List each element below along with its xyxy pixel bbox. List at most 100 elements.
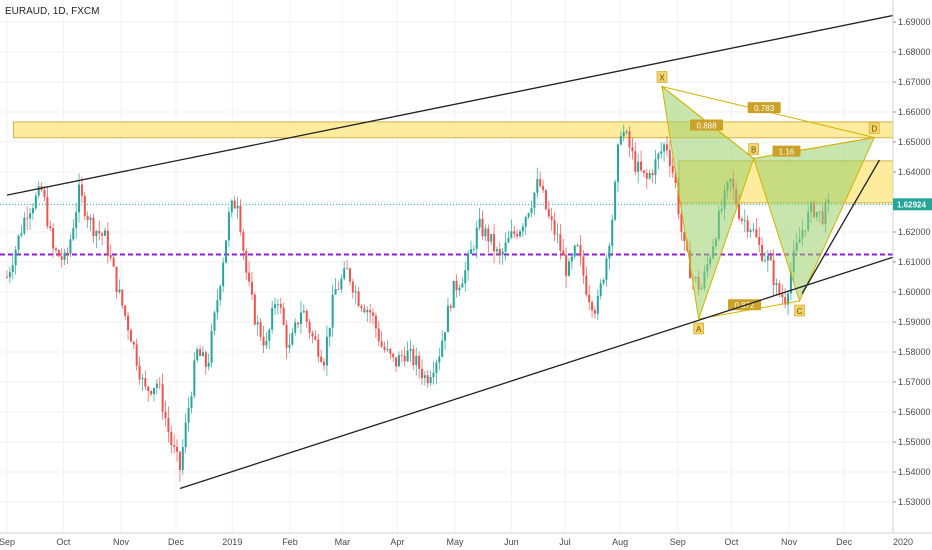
price-tick-label: 1.65000 <box>898 137 931 147</box>
candle-body <box>397 355 400 367</box>
candle-body <box>392 353 395 358</box>
candle-body <box>573 245 576 257</box>
candle-body <box>415 355 418 366</box>
time-axis-background[interactable] <box>0 533 932 550</box>
pattern-point-x <box>656 71 668 83</box>
candle-body <box>311 332 314 337</box>
candle-body <box>772 260 775 286</box>
candle-body <box>749 230 752 232</box>
time-tick-label: Jun <box>504 537 519 547</box>
reference-lines <box>0 203 893 256</box>
price-axis-background[interactable] <box>893 0 932 533</box>
candle-body <box>507 237 510 243</box>
time-axis-ticks: Sep Oct Nov Dec 2019 Feb Mar Apr May Jun Jul Aug Sep… <box>0 537 913 547</box>
candle-body <box>325 336 328 366</box>
candle-body <box>150 391 153 395</box>
time-tick-label: Nov <box>781 537 798 547</box>
candle-body <box>216 300 219 313</box>
candle-body <box>31 208 34 214</box>
candle-body <box>455 280 458 291</box>
candle-body <box>127 315 130 331</box>
time-tick-label: Oct <box>56 537 71 547</box>
candle-body <box>403 355 406 362</box>
time-tick-label: Dec <box>836 537 853 547</box>
candle-body <box>542 186 545 191</box>
candle-body <box>593 310 596 314</box>
candle-body <box>199 349 202 357</box>
candle-body <box>37 186 40 196</box>
candle-body <box>383 346 386 351</box>
candle-body <box>323 361 326 366</box>
candle-body <box>176 446 179 452</box>
candle-body <box>565 254 568 276</box>
candle-body <box>161 384 164 412</box>
candle-body <box>167 418 170 432</box>
candle-body <box>660 151 663 154</box>
price-tick-label: 1.67000 <box>898 77 931 87</box>
price-tick-label: 1.61000 <box>898 257 931 267</box>
candle-body <box>331 294 334 328</box>
candle-body <box>677 182 680 215</box>
candle-body <box>763 260 766 262</box>
price-tick-label: 1.64000 <box>898 167 931 177</box>
candle-body <box>204 352 207 367</box>
candle-body <box>608 245 611 259</box>
candle-body <box>253 294 256 325</box>
candle-body <box>20 233 23 236</box>
pattern-point-label: C <box>797 307 803 316</box>
candle-body <box>285 324 288 348</box>
candle-body <box>164 411 167 419</box>
pattern-point-a <box>693 322 704 335</box>
candle-body <box>8 271 11 278</box>
candle-body <box>184 422 187 448</box>
price-tick-label: 1.54000 <box>898 467 931 477</box>
candle-body <box>354 291 357 293</box>
candle-body <box>441 340 444 357</box>
candle-body <box>493 234 496 252</box>
candle-body <box>530 207 533 214</box>
pattern-point-b <box>748 143 760 155</box>
candle-body <box>562 250 565 255</box>
candle-body <box>357 291 360 306</box>
candle-body <box>193 360 196 397</box>
price-tick-label: 1.56000 <box>898 407 931 417</box>
candle-body <box>152 388 155 395</box>
candle-body <box>236 205 239 209</box>
candle-body <box>470 249 473 254</box>
price-tick-label: 1.55000 <box>898 437 931 447</box>
candle-body <box>769 255 772 261</box>
candle-body <box>213 312 216 331</box>
candle-body <box>406 350 409 362</box>
candle-body <box>121 289 124 306</box>
candle-body <box>6 277 8 278</box>
candle-body <box>343 268 346 279</box>
ratio-badge <box>690 119 724 131</box>
time-tick-label: Mar <box>335 537 351 547</box>
candle-body <box>478 218 481 228</box>
candle-body <box>86 216 89 220</box>
candle-body <box>651 173 654 176</box>
candle-body <box>418 355 421 369</box>
candle-body <box>544 190 547 210</box>
current-price-tag-box <box>893 198 932 211</box>
candle-body <box>588 294 591 303</box>
current-price-tag: 1.62924 <box>893 198 932 211</box>
candle-body <box>129 330 132 342</box>
candle-body <box>274 304 277 308</box>
candle-body <box>245 250 248 273</box>
candle-body <box>308 321 311 333</box>
candle-body <box>250 281 253 295</box>
candle-body <box>395 357 398 367</box>
candle-body <box>665 144 668 151</box>
time-tick-label: Sep <box>670 537 686 547</box>
time-tick-label: 2020 <box>893 537 913 547</box>
candle-body <box>495 249 498 252</box>
current-price-label: 1.62924 <box>897 200 926 209</box>
channel <box>6 13 930 490</box>
candle-body <box>219 286 222 301</box>
candle-body <box>348 268 351 282</box>
time-tick-label: Apr <box>390 537 404 547</box>
candle-body <box>778 283 781 295</box>
candle-body <box>144 378 147 387</box>
price-tick-label: 1.58000 <box>898 347 931 357</box>
